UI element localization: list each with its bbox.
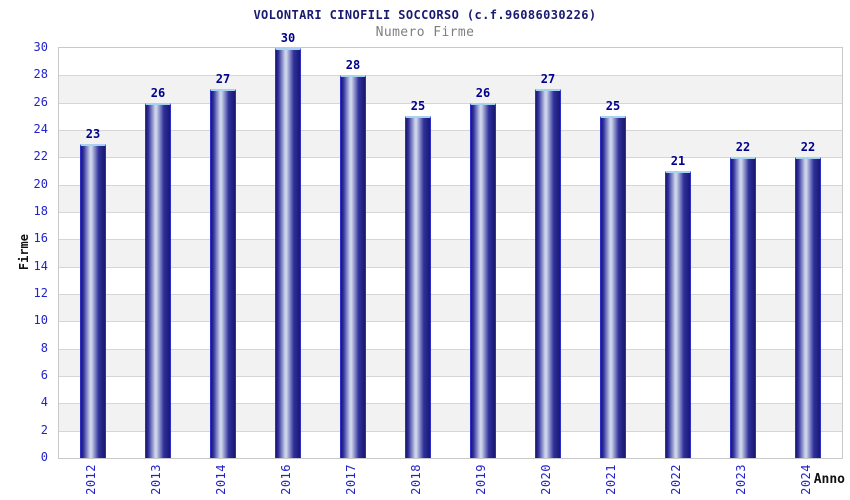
x-tick-label: 2022 <box>669 464 683 495</box>
plot-band <box>59 348 842 376</box>
bar-value-label: 25 <box>410 99 426 114</box>
x-tick-label: 2012 <box>84 464 98 495</box>
gridline <box>59 403 842 405</box>
x-tick-label: 2021 <box>604 464 618 495</box>
x-tick-label: 2020 <box>539 464 553 495</box>
bar <box>210 89 236 458</box>
plot-band <box>59 239 842 267</box>
gridline <box>59 130 842 131</box>
bar-value-label: 21 <box>670 154 686 168</box>
plot-band <box>59 403 842 431</box>
plot-band <box>59 376 842 404</box>
bar <box>730 157 756 458</box>
x-tick-label: 2016 <box>279 464 293 495</box>
bar-value-label: 26 <box>150 85 166 100</box>
gridline <box>59 212 842 213</box>
gridline <box>59 102 842 104</box>
y-tick-label: 4 <box>40 395 48 410</box>
gridline <box>59 75 842 77</box>
plot-area: 23 26 27 30 28 25 26 27 25 21 22 22 <box>58 32 843 459</box>
x-tick-label: 2024 <box>799 464 813 495</box>
y-tick-label: 8 <box>40 340 48 355</box>
plot-band <box>59 75 842 103</box>
bar <box>145 102 171 458</box>
plot-band <box>59 430 842 458</box>
bar <box>535 89 561 458</box>
plot-band <box>59 212 842 240</box>
y-tick-label: 0 <box>40 450 48 464</box>
gridline <box>59 430 842 432</box>
y-tick-label: 14 <box>33 258 48 273</box>
bar-value-label: 30 <box>280 31 296 45</box>
gridline <box>59 184 842 186</box>
x-tick-label: 2013 <box>149 464 163 495</box>
y-tick-label: 24 <box>33 122 48 136</box>
y-tick-label: 22 <box>33 149 48 164</box>
gridline <box>59 294 842 295</box>
y-tick-label: 2 <box>40 422 48 437</box>
y-tick-label: 20 <box>33 176 48 191</box>
bar-value-label: 27 <box>540 72 556 86</box>
gridline <box>59 321 842 323</box>
plot-band <box>59 266 842 294</box>
y-tick-label: 30 <box>33 40 48 54</box>
y-tick-label: 6 <box>40 368 48 382</box>
plot-band <box>59 48 842 76</box>
plot-band <box>59 294 842 322</box>
plot-band <box>59 321 842 349</box>
bar <box>275 48 301 458</box>
gridline <box>59 239 842 241</box>
bar-value-label: 22 <box>735 140 751 155</box>
gridline <box>59 348 842 350</box>
bar-value-label: 23 <box>85 126 101 141</box>
bar <box>405 116 431 458</box>
y-tick-label: 28 <box>33 67 48 82</box>
gridline <box>59 266 842 268</box>
x-tick-label: 2017 <box>344 464 358 495</box>
y-tick-label: 12 <box>33 286 48 300</box>
x-tick-label: 2023 <box>734 464 748 495</box>
plot-band <box>59 130 842 158</box>
gridline <box>59 157 842 159</box>
bar-value-label: 22 <box>800 140 816 155</box>
chart-title: VOLONTARI CINOFILI SOCCORSO (c.f.9608603… <box>253 8 597 22</box>
x-tick-label: 2019 <box>474 464 488 495</box>
plot-band <box>59 157 842 185</box>
y-tick-label: 16 <box>33 231 48 246</box>
gridline <box>59 376 842 377</box>
bar-value-label: 25 <box>605 99 621 114</box>
x-tick-label: 2018 <box>409 464 423 495</box>
y-tick-label: 10 <box>33 313 48 328</box>
bar-value-label: 26 <box>475 85 491 100</box>
plot-band <box>59 102 842 130</box>
bar <box>600 116 626 458</box>
chart-subtitle: Numero Firme <box>375 25 475 40</box>
y-tick-label: 18 <box>33 204 48 218</box>
y-tick-label: 26 <box>33 94 48 109</box>
bar <box>340 75 366 458</box>
x-axis-title: Anno <box>813 472 845 487</box>
bar <box>665 171 691 458</box>
bar-value-label: 28 <box>345 58 361 73</box>
bar-value-label: 27 <box>215 72 231 86</box>
bar <box>80 143 106 458</box>
bar <box>795 157 821 458</box>
bar <box>470 102 496 458</box>
x-tick-label: 2014 <box>214 464 228 495</box>
plot-band <box>59 184 842 212</box>
